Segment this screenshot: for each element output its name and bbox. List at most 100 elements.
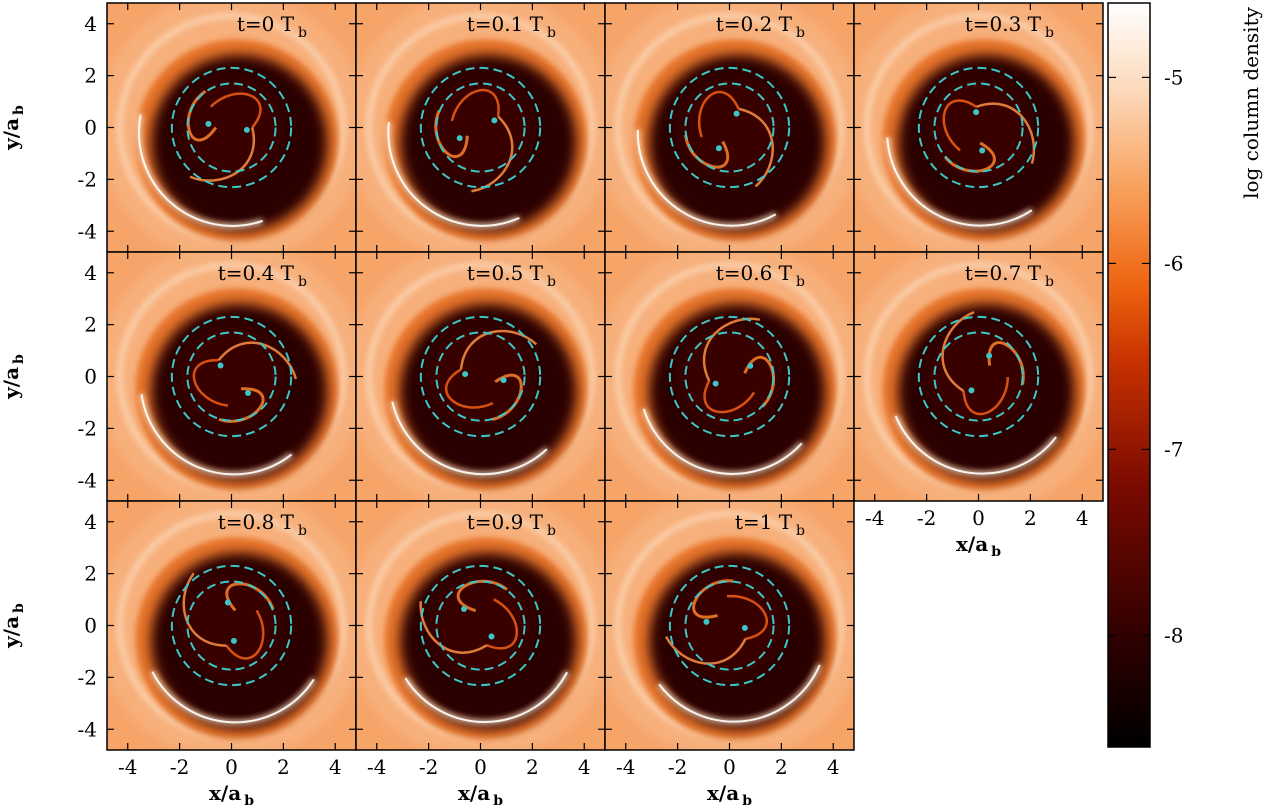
star-secondary <box>205 120 212 127</box>
inner-dashed-circle <box>684 82 775 173</box>
inner-dashed-circle <box>435 82 526 173</box>
outer-dashed-circle <box>668 66 791 189</box>
star-primary <box>230 637 237 644</box>
colorbar-tick-label: -5 <box>1164 65 1183 89</box>
x-tick-label: 2 <box>1024 506 1037 530</box>
star-secondary <box>703 618 710 625</box>
x-axis-label: x/a b <box>458 781 503 805</box>
star-secondary <box>456 135 463 142</box>
outer-dashed-circle <box>917 66 1040 189</box>
x-tick-label: 2 <box>277 755 290 779</box>
y-tick-label: -4 <box>78 219 97 243</box>
star-primary <box>462 371 469 378</box>
colorbar-tick-label: -8 <box>1164 623 1183 647</box>
y-tick-label: 4 <box>84 12 97 36</box>
density-map <box>356 3 605 252</box>
x-tick-label: 2 <box>775 755 788 779</box>
x-tick-label: -2 <box>917 506 936 530</box>
inner-dashed-circle <box>186 82 277 173</box>
x-tick-label: 0 <box>972 506 985 530</box>
x-tick-label: -4 <box>865 506 884 530</box>
star-primary <box>217 362 224 369</box>
inner-dashed-circle <box>186 331 277 422</box>
inner-dashed-circle <box>933 82 1024 173</box>
x-tick-label: 0 <box>225 755 238 779</box>
star-primary <box>488 633 495 640</box>
x-tick-label: -2 <box>668 755 687 779</box>
y-tick-label: -4 <box>78 468 97 492</box>
star-secondary <box>245 390 252 397</box>
inner-dashed-circle <box>684 580 775 671</box>
star-secondary <box>500 377 507 384</box>
x-axis-label: x/a b <box>707 781 752 805</box>
y-tick-label: 0 <box>84 365 97 389</box>
x-tick-label: 4 <box>827 755 840 779</box>
star-secondary <box>715 145 722 152</box>
inner-dashed-circle <box>435 580 526 671</box>
outer-dashed-circle <box>668 564 791 687</box>
density-map <box>854 3 1103 252</box>
x-tick-label: 4 <box>329 755 342 779</box>
star-secondary <box>224 599 231 606</box>
x-tick-label: -4 <box>118 755 137 779</box>
inner-dashed-circle <box>684 331 775 422</box>
inner-dashed-circle <box>933 331 1024 422</box>
y-tick-label: 0 <box>84 116 97 140</box>
colorbar-gradient <box>1107 2 1151 748</box>
x-tick-label: 2 <box>526 755 539 779</box>
density-map <box>605 3 854 252</box>
outer-dashed-circle <box>917 315 1040 438</box>
star-primary <box>973 109 980 116</box>
colorbar-ticks: -5 -6 -7 -8 <box>1108 65 1183 647</box>
outer-dashed-circle <box>419 66 542 189</box>
y-tick-label: 4 <box>84 261 97 285</box>
outer-dashed-circle <box>170 315 293 438</box>
x-tick-label: 4 <box>578 755 591 779</box>
colorbar-tick-label: -6 <box>1164 251 1183 275</box>
x-tick-label: 4 <box>1076 506 1089 530</box>
y-tick-label: 0 <box>84 614 97 638</box>
star-primary <box>243 126 250 133</box>
x-tick-label: -4 <box>367 755 386 779</box>
colorbar: -5 -6 -7 -8 log column density <box>1107 2 1263 748</box>
colorbar-tick-label: -7 <box>1164 437 1183 461</box>
star-secondary <box>979 147 986 154</box>
star-primary <box>741 624 748 631</box>
y-axis-label: y/ab <box>0 105 27 151</box>
star-primary <box>733 110 740 117</box>
inner-dashed-circle <box>435 331 526 422</box>
x-tick-label: -4 <box>616 755 635 779</box>
outer-dashed-circle <box>170 66 293 189</box>
x-tick-label: 0 <box>723 755 736 779</box>
x-tick-label: 0 <box>474 755 487 779</box>
y-tick-label: -4 <box>78 717 97 741</box>
outer-dashed-circle <box>419 315 542 438</box>
density-map <box>107 501 356 750</box>
density-map <box>107 3 356 252</box>
star-secondary <box>747 362 754 369</box>
outer-dashed-circle <box>170 564 293 687</box>
star-primary <box>491 117 498 124</box>
star-primary <box>968 387 975 394</box>
outer-dashed-circle <box>419 564 542 687</box>
colorbar-label: log column density <box>1239 6 1263 199</box>
y-tick-label: -2 <box>78 167 97 191</box>
outer-dashed-circle <box>668 315 791 438</box>
y-tick-label: 2 <box>84 64 97 88</box>
y-axis-label: y/ab <box>0 354 27 400</box>
y-tick-label: 2 <box>84 313 97 337</box>
x-axis-label: x/a b <box>956 532 1001 560</box>
density-map <box>854 252 1103 501</box>
